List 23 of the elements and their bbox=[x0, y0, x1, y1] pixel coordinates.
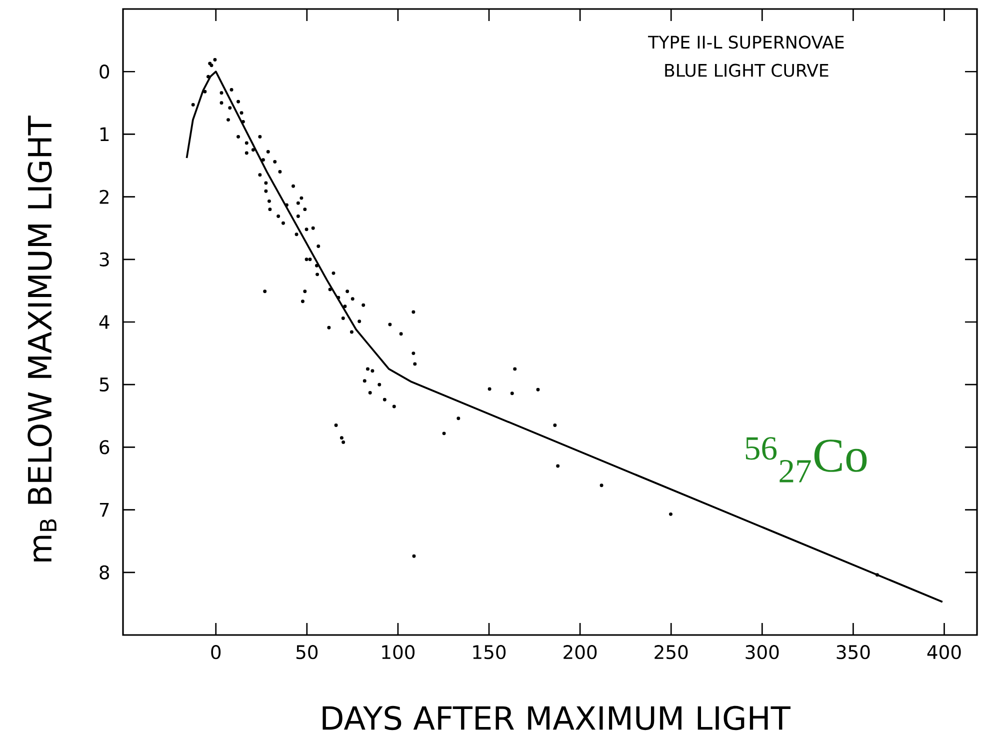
x-tick-label: 0 bbox=[211, 645, 221, 660]
x-tick-label: 150 bbox=[473, 645, 506, 660]
x-tick-label: 200 bbox=[564, 645, 597, 660]
y-tick-label: 0 bbox=[100, 64, 110, 79]
x-tick-label: 50 bbox=[296, 645, 318, 660]
y-tick-label: 8 bbox=[100, 565, 110, 580]
y-tick-label: 4 bbox=[99, 315, 110, 329]
y-tick-label: 5 bbox=[100, 378, 109, 392]
y-tick-label: 1 bbox=[100, 127, 109, 142]
y-tick-label: 7 bbox=[100, 502, 109, 517]
text: BLUE LIGHT CURVE bbox=[665, 64, 828, 77]
annotation: 56$_{27}$Co bbox=[746, 437, 867, 482]
x-tick-label: 100 bbox=[382, 645, 415, 660]
y-axis-title: m$_{B}$ BELOW MAXIMUM LIGHT bbox=[28, 116, 56, 562]
y-tick-label: 6 bbox=[100, 440, 110, 454]
x-tick-label: 350 bbox=[836, 645, 870, 660]
x-tick-label: 250 bbox=[654, 645, 688, 660]
text: TYPE II-L SUPERNOVAE bbox=[648, 36, 844, 49]
y-tick-label: 2 bbox=[100, 190, 108, 204]
y-tick-label: 3 bbox=[100, 252, 109, 266]
x-tick-label: 400 bbox=[927, 645, 961, 660]
x-tick-label: 300 bbox=[746, 645, 779, 660]
x-axis-title: DAYS AFTER MAXIMUM LIGHT bbox=[322, 706, 790, 730]
